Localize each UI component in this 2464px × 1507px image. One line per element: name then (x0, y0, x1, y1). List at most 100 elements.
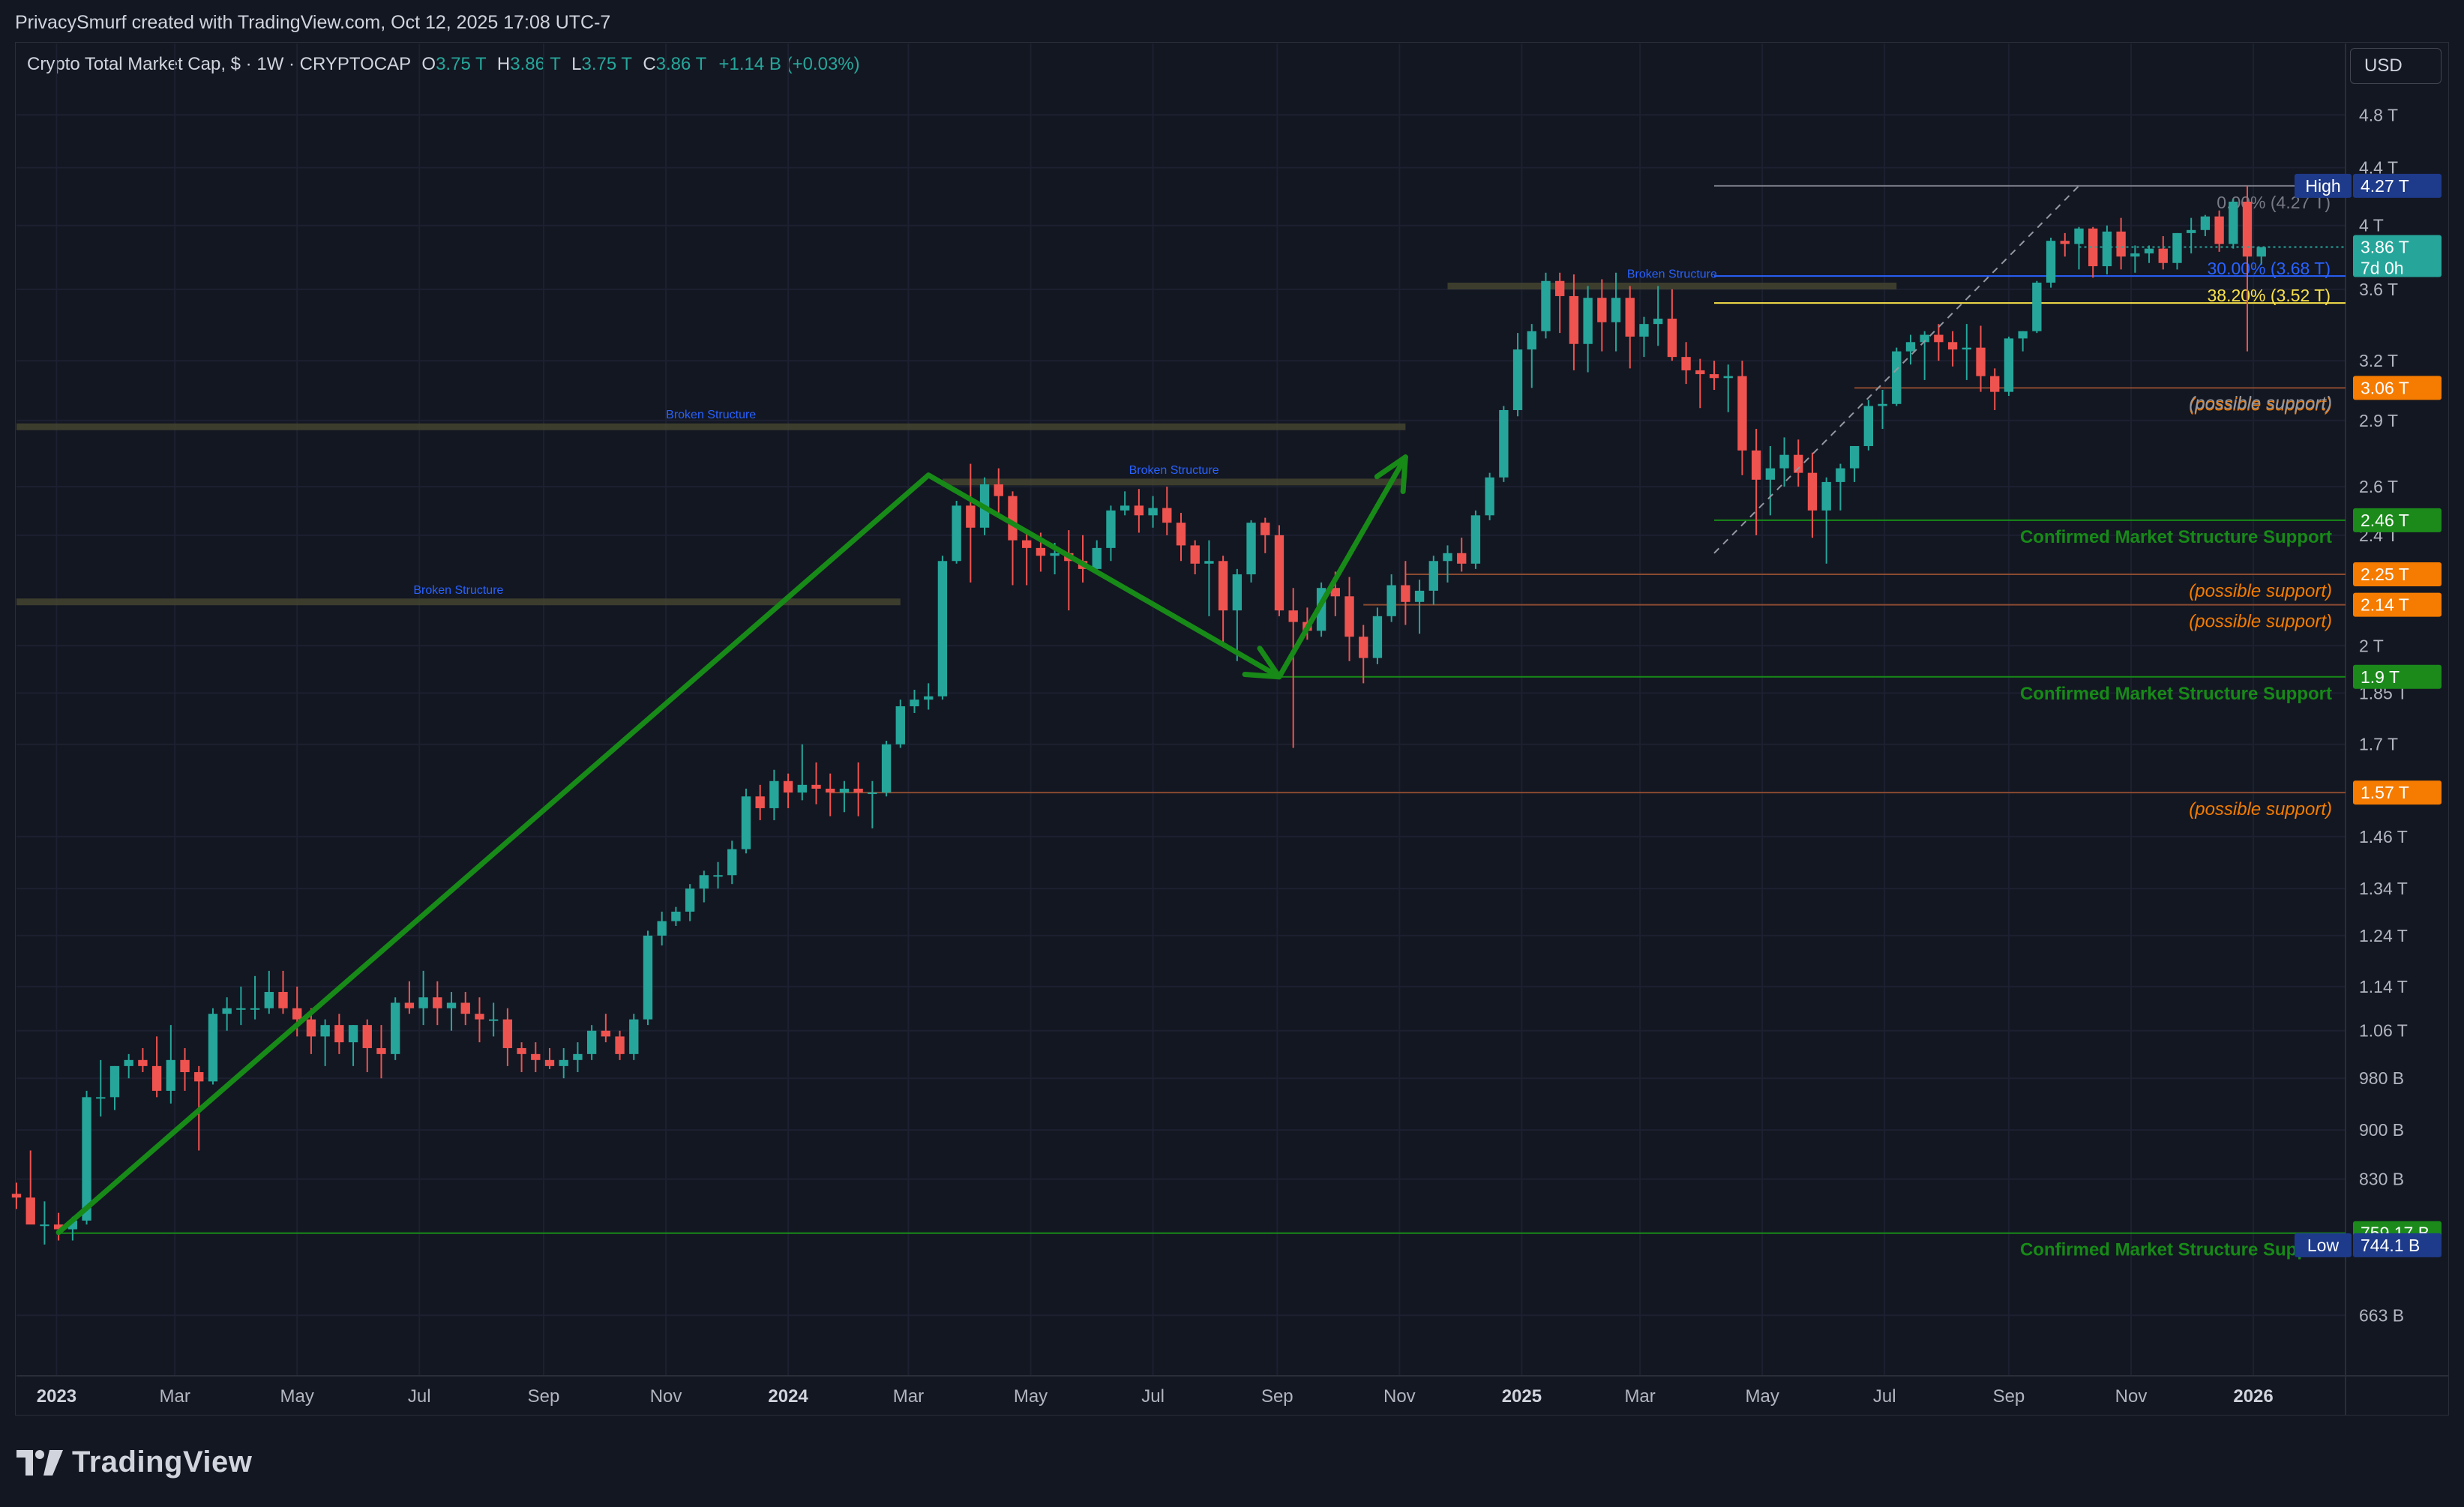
candle-body (671, 911, 681, 921)
candle-body (1836, 468, 1845, 482)
candle-body (1681, 357, 1691, 370)
candle-body (544, 1059, 555, 1066)
currency-selector[interactable]: USD (2350, 48, 2442, 84)
candle-body (1878, 403, 1887, 406)
symbol-legend[interactable]: Crypto Total Market Cap, $ · 1W · CRYPTO… (27, 54, 860, 75)
candle-body (1401, 585, 1410, 602)
price-tag (2353, 1233, 2442, 1257)
extreme-tag-label: High (2305, 176, 2340, 196)
candle-body (1976, 347, 1986, 376)
candle-body (1499, 409, 1509, 478)
candle-body (334, 1025, 344, 1043)
y-tick-label: 1.24 T (2359, 926, 2408, 945)
candle-body (769, 780, 779, 808)
candle-body (517, 1047, 526, 1054)
x-tick-label: Jul (1873, 1386, 1896, 1407)
price-tag-value: 4.27 T (2361, 176, 2409, 196)
candle-body (1555, 280, 1565, 296)
candle-body (475, 1014, 484, 1020)
candle-body (895, 706, 905, 745)
candle-body (994, 484, 1003, 496)
candle-body (629, 1019, 639, 1054)
x-tick-label: Jul (1141, 1386, 1165, 1407)
open-value: 3.75 T (436, 54, 487, 74)
y-tick-label: 1.06 T (2359, 1021, 2408, 1041)
candle-body (727, 849, 737, 876)
extreme-tag-label: Low (2307, 1236, 2340, 1255)
y-tick-label: 900 B (2359, 1120, 2404, 1140)
candle-body (2102, 231, 2112, 267)
x-tick-label: Nov (1383, 1386, 1416, 1407)
extreme-tag (2295, 173, 2352, 198)
candle-body (2130, 253, 2140, 257)
candle-body (460, 1002, 470, 1014)
candle-body (699, 875, 709, 889)
tradingview-brand[interactable]: TradingView (16, 1446, 252, 1479)
price-tag (2353, 508, 2442, 532)
candle-body (250, 1008, 260, 1010)
y-tick-label: 2 T (2359, 636, 2384, 655)
x-tick-label: 2023 (37, 1386, 76, 1407)
x-tick-label: Mar (1624, 1386, 1655, 1407)
price-tag (2353, 376, 2442, 400)
x-tick-label: Mar (893, 1386, 924, 1407)
candle-body (1428, 561, 1438, 591)
candle-body (376, 1047, 386, 1054)
candle-body (966, 505, 976, 528)
candle-body (1863, 406, 1874, 446)
candle-body (811, 784, 821, 789)
y-tick-label: 3.6 T (2359, 280, 2398, 299)
candle-body (826, 788, 835, 793)
broken-structure-label: Broken Structure (1627, 268, 1717, 280)
y-tick-label: 830 B (2359, 1170, 2404, 1189)
candle-body (2229, 201, 2238, 244)
candle-body (236, 1008, 246, 1010)
candle-body (1470, 515, 1481, 564)
candle-body (2074, 228, 2084, 244)
x-tick-label: 2026 (2233, 1386, 2273, 1407)
candle-body (1695, 370, 1705, 375)
candle-body (2256, 247, 2266, 257)
y-tick-label: 980 B (2359, 1068, 2404, 1088)
level-annotation: (possible support) (2189, 394, 2332, 415)
broken-structure-label: Broken Structure (413, 584, 503, 597)
candle-body (1232, 574, 1242, 611)
candle-body (11, 1194, 22, 1198)
fib-level-label: 38.20% (3.52 T) (2207, 286, 2331, 305)
candle-body (601, 1030, 611, 1037)
candle-body (264, 992, 274, 1008)
high-label: H (496, 54, 511, 74)
level-annotation: (possible support) (2189, 612, 2332, 632)
candle-body (1443, 553, 1452, 562)
candle-body (1737, 376, 1747, 451)
price-tag (2353, 562, 2442, 587)
candle-body (1218, 561, 1228, 611)
candle-body (194, 1071, 204, 1082)
y-tick-label: 4 T (2359, 216, 2384, 235)
brand-name: TradingView (72, 1446, 253, 1479)
candle-body (2004, 338, 2014, 392)
candle-body (1246, 523, 1256, 575)
candle-body (1190, 545, 1200, 564)
candle-body (531, 1053, 541, 1060)
candle-body (1653, 319, 1663, 325)
candle-body (320, 1025, 330, 1037)
candle-body (586, 1030, 597, 1054)
x-tick-label: May (280, 1386, 314, 1407)
fib-level-label: 30.00% (3.68 T) (2207, 259, 2331, 278)
candle-body (151, 1065, 162, 1091)
candle-body (488, 1019, 499, 1021)
candle-body (643, 935, 653, 1020)
candle-body (2088, 228, 2098, 267)
candle-body (1176, 523, 1186, 546)
candle-body (292, 1008, 302, 1020)
bar-countdown: 7d 0h (2361, 259, 2404, 278)
high-value: 3.86 T (510, 54, 561, 74)
candle-body (306, 1019, 316, 1037)
candle-body (1359, 637, 1368, 658)
candle-body (1962, 347, 1971, 350)
candle-body (67, 1221, 78, 1230)
price-tag (2353, 173, 2442, 198)
candle-body (2158, 248, 2168, 263)
